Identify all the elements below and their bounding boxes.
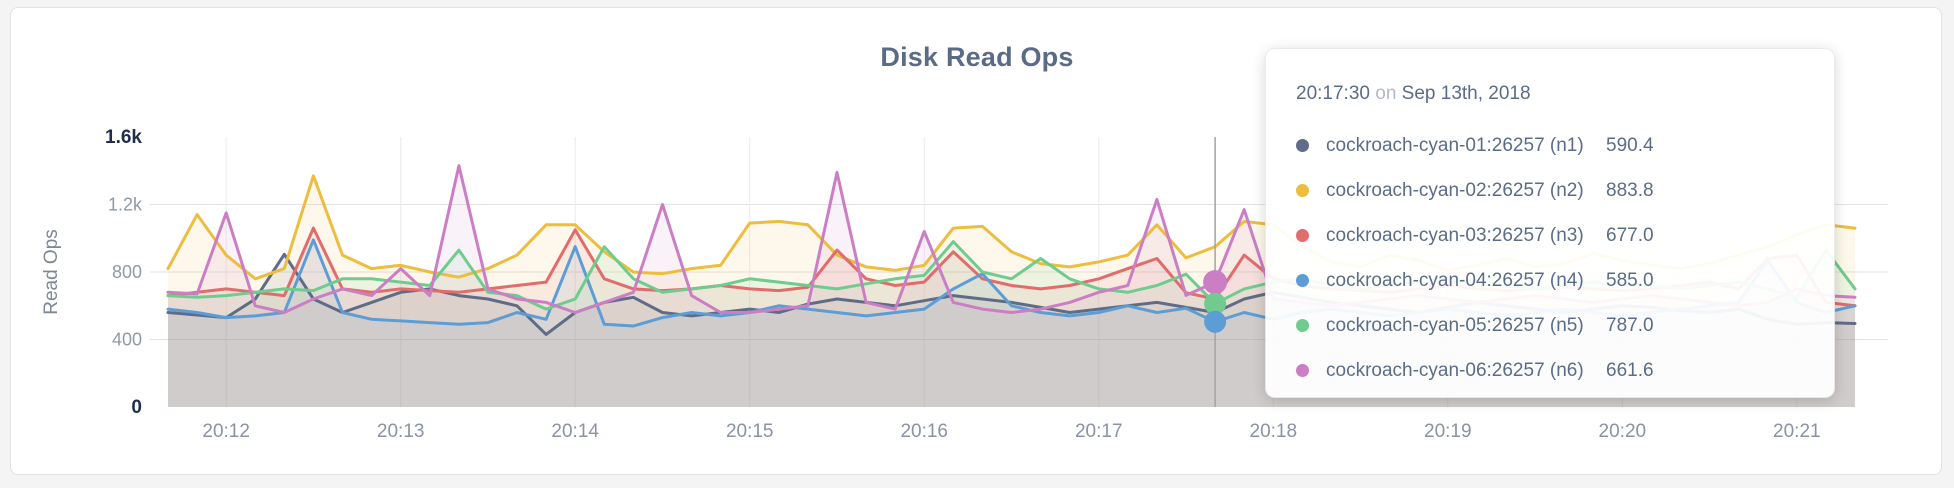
series-value: 883.8 [1606, 179, 1654, 201]
y-axis-tick-label: 400 [112, 330, 142, 350]
series-value: 787.0 [1606, 314, 1654, 336]
y-axis-tick-label: 0 [131, 397, 142, 418]
y-axis-tick-label: 800 [112, 262, 142, 282]
series-value: 585.0 [1606, 269, 1654, 291]
chart-title: Disk Read Ops [880, 42, 1074, 72]
tooltip-date: Sep 13th, 2018 [1401, 83, 1531, 104]
y-axis-tick-label: 1.6k [105, 127, 142, 148]
tooltip-row: cockroach-cyan-02:26257 (n2) 883.8 [1296, 168, 1808, 213]
x-axis-tick-label: 20:18 [1250, 421, 1298, 442]
tooltip-on-word: on [1375, 83, 1397, 104]
x-axis-tick-label: 20:20 [1599, 421, 1647, 442]
series-value: 661.6 [1606, 359, 1654, 381]
series-color-dot-icon [1296, 229, 1309, 242]
x-axis-tick-label: 20:12 [202, 421, 250, 442]
tooltip-time: 20:17:30 [1296, 83, 1370, 104]
series-label: cockroach-cyan-04:26257 (n4) [1326, 269, 1584, 291]
series-label: cockroach-cyan-03:26257 (n3) [1326, 224, 1584, 246]
x-axis-tick-label: 20:14 [551, 421, 599, 442]
series-label: cockroach-cyan-01:26257 (n1) [1326, 134, 1584, 156]
x-axis-tick-label: 20:16 [900, 421, 948, 442]
tooltip-row: cockroach-cyan-06:26257 (n6) 661.6 [1296, 348, 1808, 393]
series-color-dot-icon [1296, 319, 1309, 332]
hover-tooltip: 20:17:30 on Sep 13th, 2018 cockroach-cya… [1265, 48, 1835, 398]
x-axis-tick-label: 20:21 [1773, 421, 1821, 442]
series-label: cockroach-cyan-06:26257 (n6) [1326, 359, 1584, 381]
series-label: cockroach-cyan-05:26257 (n5) [1326, 314, 1584, 336]
tooltip-row: cockroach-cyan-04:26257 (n4) 585.0 [1296, 258, 1808, 303]
tooltip-row: cockroach-cyan-03:26257 (n3) 677.0 [1296, 213, 1808, 258]
hover-point-dot [1204, 310, 1227, 333]
tooltip-row: cockroach-cyan-01:26257 (n1) 590.4 [1296, 123, 1808, 168]
series-color-dot-icon [1296, 139, 1309, 152]
tooltip-legend: cockroach-cyan-01:26257 (n1) 590.4 cockroa… [1296, 123, 1808, 393]
tooltip-row: cockroach-cyan-05:26257 (n5) 787.0 [1296, 303, 1808, 348]
tooltip-timestamp: 20:17:30 on Sep 13th, 2018 [1296, 83, 1808, 105]
series-color-dot-icon [1296, 364, 1309, 377]
series-color-dot-icon [1296, 184, 1309, 197]
hover-point-dot [1204, 292, 1227, 315]
y-axis-tick-label: 1.2k [108, 195, 143, 215]
hover-point-dot [1203, 270, 1228, 295]
x-axis-tick-label: 20:13 [377, 421, 425, 442]
y-axis-title: Read Ops [41, 229, 62, 315]
x-axis-tick-label: 20:19 [1424, 421, 1472, 442]
x-axis-tick-label: 20:15 [726, 421, 774, 442]
series-value: 590.4 [1606, 134, 1654, 156]
x-axis-tick-label: 20:17 [1075, 421, 1123, 442]
series-label: cockroach-cyan-02:26257 (n2) [1326, 179, 1584, 201]
series-color-dot-icon [1296, 274, 1309, 287]
series-value: 677.0 [1606, 224, 1654, 246]
